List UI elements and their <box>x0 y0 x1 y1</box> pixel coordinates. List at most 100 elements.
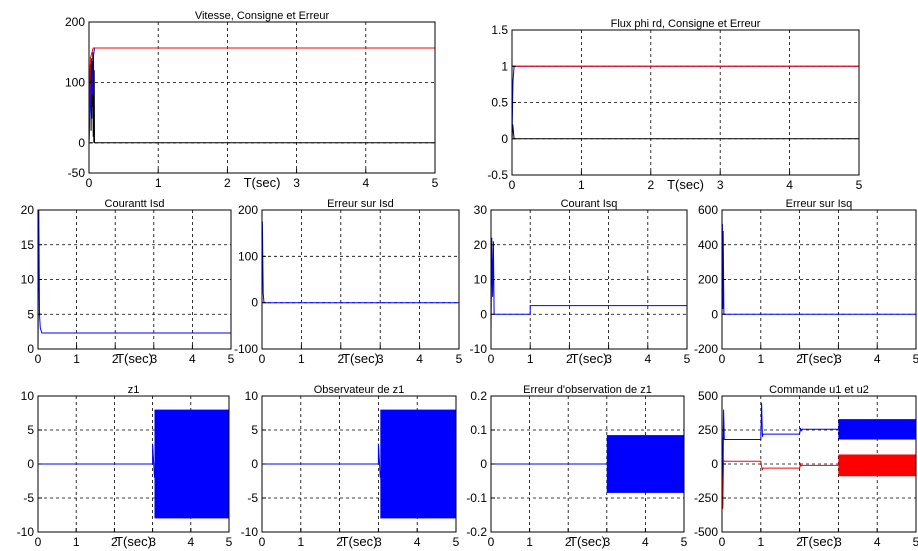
x-tick-label: 0 <box>259 535 266 549</box>
x-tick-label: 2 <box>111 535 118 549</box>
y-tick-label: -500 <box>694 525 718 539</box>
x-tick-label: 4 <box>416 352 423 366</box>
x-tick-label: 3 <box>375 535 382 549</box>
x-tick-label: 1 <box>298 352 305 366</box>
x-tick-label: 2 <box>224 176 231 190</box>
y-tick-label: -0.5 <box>487 168 508 182</box>
x-tick-label: 5 <box>226 535 233 549</box>
plot-area <box>261 209 460 350</box>
x-tick-label: 4 <box>786 178 793 192</box>
x-tick-label: 4 <box>362 176 369 190</box>
y-tick-label: 10 <box>474 273 488 287</box>
x-axis-label: T(sec) <box>341 534 378 549</box>
x-tick-label: 3 <box>603 535 610 549</box>
oscillation-band-2 <box>838 454 916 477</box>
x-tick-label: 3 <box>377 352 384 366</box>
chart-title: Erreur sur Isq <box>786 198 853 210</box>
x-tick-label: 0 <box>86 176 93 190</box>
oscillation-band-1 <box>380 409 456 519</box>
x-axis-label: T(sec) <box>116 351 153 366</box>
x-tick-label: 2 <box>112 352 119 366</box>
x-tick-label: 3 <box>835 535 842 549</box>
y-tick-label: 0.2 <box>470 389 487 403</box>
y-tick-label: 200 <box>698 273 718 287</box>
y-tick-label: 0 <box>480 457 487 471</box>
x-tick-label: 2 <box>566 352 573 366</box>
chart-panel-10: 0 1 2 3 4 5 -500 -250 0 250 500 Commande u1 et u2 T(… <box>694 384 918 549</box>
x-tick-label: 5 <box>228 352 235 366</box>
x-axis-label: T(sec) <box>667 177 704 192</box>
y-tick-label: -0.1 <box>466 491 487 505</box>
y-tick-label: 250 <box>698 423 718 437</box>
x-tick-label: 0 <box>719 535 726 549</box>
x-tick-label: 5 <box>684 352 691 366</box>
y-tick-label: 0 <box>27 342 34 356</box>
x-tick-label: 2 <box>337 352 344 366</box>
y-tick-label: 1.5 <box>491 23 508 37</box>
y-tick-label: 10 <box>245 389 259 403</box>
x-tick-label: 0 <box>488 535 495 549</box>
series-line-1 <box>262 443 381 478</box>
y-tick-label: 0 <box>78 136 85 150</box>
y-tick-label: -200 <box>694 342 718 356</box>
y-tick-label: 200 <box>65 15 85 29</box>
chart-title: Erreur sur Isd <box>327 198 394 210</box>
x-tick-label: 0 <box>719 352 726 366</box>
x-tick-label: 3 <box>150 352 157 366</box>
x-tick-label: 5 <box>681 535 688 549</box>
y-tick-label: 10 <box>21 389 35 403</box>
y-tick-label: 5 <box>251 423 258 437</box>
x-tick-label: 5 <box>432 176 439 190</box>
y-tick-label: 0 <box>711 307 718 321</box>
y-tick-label: 30 <box>474 203 488 217</box>
y-tick-label: 0 <box>27 457 34 471</box>
x-tick-label: 0 <box>35 535 42 549</box>
chart-panel-9: 0 1 2 3 4 5 -0.2 -0.1 0 0.1 0.2 Erreur d'observatio… <box>466 384 687 549</box>
x-tick-label: 0 <box>488 352 495 366</box>
x-axis-label: T(sec) <box>115 534 152 549</box>
y-tick-label: 500 <box>698 389 718 403</box>
y-tick-label: -10 <box>17 525 35 539</box>
y-tick-label: 5 <box>27 307 34 321</box>
x-axis-label: T(sec) <box>244 175 281 190</box>
y-tick-label: 100 <box>65 75 85 89</box>
chart-panel-8: 0 1 2 3 4 5 -10 -5 0 5 10 Observateur de z1 T(sec) <box>241 384 460 549</box>
x-tick-label: 3 <box>149 535 156 549</box>
x-tick-label: 1 <box>757 352 764 366</box>
y-tick-label: -5 <box>23 491 34 505</box>
x-tick-label: 2 <box>336 535 343 549</box>
y-tick-label: -0.2 <box>466 525 487 539</box>
series-line-1 <box>38 443 155 478</box>
y-tick-label: 0 <box>480 307 487 321</box>
x-tick-label: 3 <box>605 352 612 366</box>
y-tick-label: 10 <box>21 273 35 287</box>
y-tick-label: -10 <box>470 342 488 356</box>
x-tick-label: 1 <box>73 535 80 549</box>
x-axis-label: T(sec) <box>801 534 838 549</box>
chart-panel-7: 0 1 2 3 4 5 -10 -5 0 5 10 z1 T(sec) <box>17 384 233 549</box>
oscillation-band-1 <box>838 419 916 440</box>
series-line-3 <box>88 47 435 143</box>
x-tick-label: 1 <box>757 535 764 549</box>
x-axis-label: T(sec) <box>342 351 379 366</box>
chart-title: Courantt Isd <box>105 198 165 210</box>
x-tick-label: 2 <box>796 535 803 549</box>
x-tick-label: 5 <box>913 535 918 549</box>
x-tick-label: 4 <box>414 535 421 549</box>
x-tick-label: 0 <box>259 352 266 366</box>
chart-title: Flux phi rd, Consigne et Erreur <box>611 18 761 30</box>
x-tick-label: 1 <box>297 535 304 549</box>
chart-title: Courant Isq <box>561 198 618 210</box>
y-tick-label: 600 <box>698 203 718 217</box>
x-tick-label: 2 <box>565 535 572 549</box>
y-tick-label: 200 <box>238 203 258 217</box>
x-tick-label: 0 <box>35 352 42 366</box>
x-tick-label: 4 <box>874 352 881 366</box>
oscillation-band-1 <box>154 409 229 519</box>
x-tick-label: 4 <box>187 535 194 549</box>
